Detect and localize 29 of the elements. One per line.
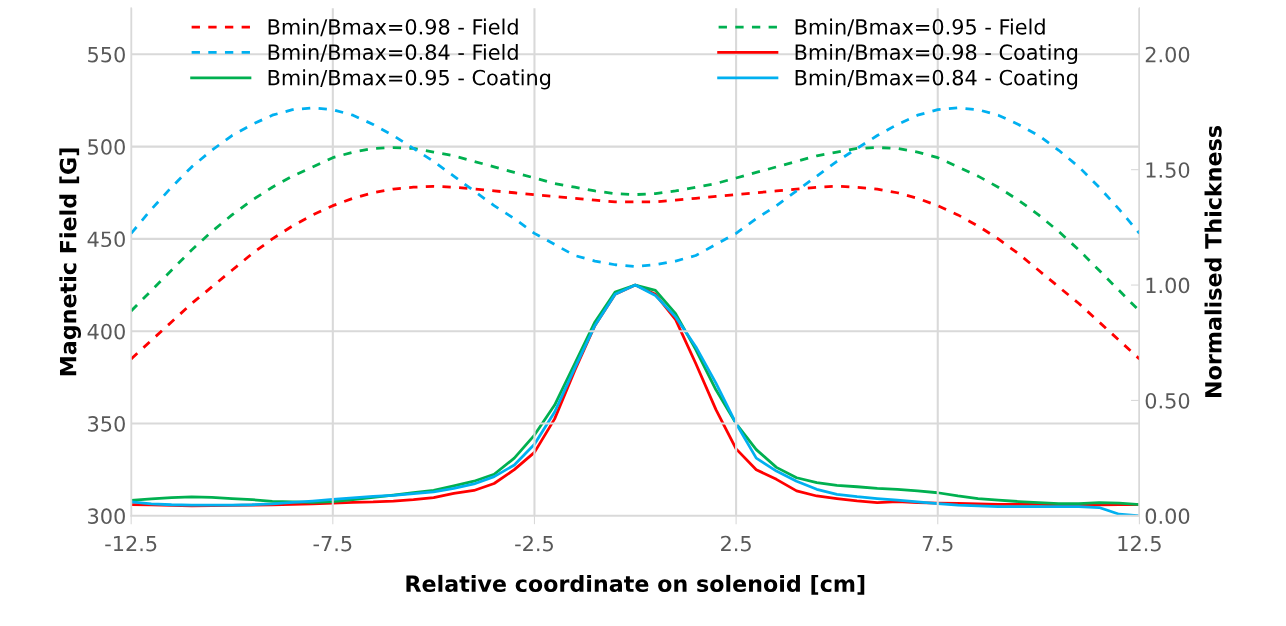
y-tick-label: 300	[88, 508, 125, 525]
y-tick-label: 350	[88, 415, 125, 432]
x-tick-label: -7.5	[313, 535, 352, 552]
y-tick-label: 400	[87, 323, 125, 340]
legend-label: Bmin/Bmax=0.84 - Coating	[795, 69, 1078, 90]
y2-tick-label: 0.00	[1145, 508, 1190, 525]
legend-label: Bmin/Bmax=0.98 - Field	[268, 18, 518, 37]
y-axis-title: Magnetic Field [G]	[59, 148, 81, 376]
legend-label: Bmin/Bmax=0.95 - Field	[795, 18, 1045, 37]
y-tick-label: 500	[88, 139, 125, 155]
x-tick-label: -2.5	[515, 535, 553, 552]
line-series	[131, 146, 1140, 313]
x-tick-label: 7.5	[922, 535, 953, 552]
legend-label: Bmin/Bmax=0.95 - Coating	[268, 69, 551, 90]
legend-label: Bmin/Bmax=0.84 - Field	[268, 43, 518, 62]
y2-tick-label: 1.50	[1146, 162, 1190, 178]
line-series	[131, 106, 1140, 268]
x-axis-title: Relative coordinate on solenoid [cm]	[406, 574, 865, 595]
x-tick-label: -12.5	[105, 535, 157, 552]
y2-tick-label: 2.00	[1145, 46, 1190, 63]
y-tick-label: 450	[87, 231, 125, 248]
y2-tick-label: 1.00	[1146, 277, 1190, 294]
line-series	[131, 184, 1140, 361]
y2-tick-label: 0.50	[1145, 392, 1190, 409]
x-tick-label: 2.5	[721, 535, 751, 552]
y-tick-label: 550	[88, 46, 125, 63]
legend-label: Bmin/Bmax=0.98 - Coating	[795, 43, 1078, 65]
x-tick-label: 12.5	[1118, 535, 1161, 552]
y2-axis-title: Normalised Thickness	[1204, 126, 1222, 397]
